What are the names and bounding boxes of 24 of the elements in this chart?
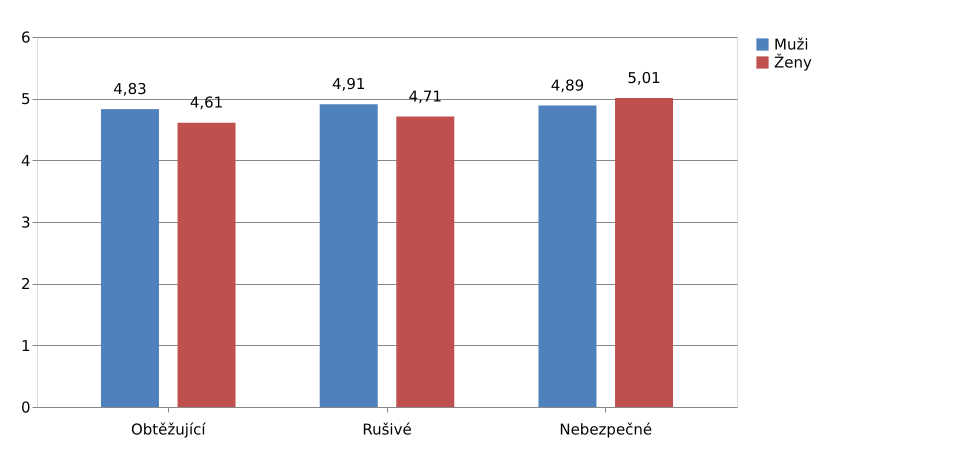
legend-label: Ženy xyxy=(774,54,812,72)
y-tick-label: 2 xyxy=(20,275,30,294)
bar xyxy=(178,122,236,407)
bar xyxy=(615,98,674,407)
data-label: 4,89 xyxy=(550,76,584,94)
y-tick-label: 5 xyxy=(20,90,30,108)
y-tick-label: 6 xyxy=(20,28,30,46)
data-label: 4,61 xyxy=(190,94,224,112)
y-tick-label: 1 xyxy=(20,336,30,355)
x-tick-label: Obtěžující xyxy=(130,420,206,438)
y-tick-label: 0 xyxy=(20,398,30,416)
bar xyxy=(100,109,159,407)
legend-label: Muži xyxy=(774,36,808,54)
data-label: 4,91 xyxy=(332,75,366,94)
y-tick-label: 4 xyxy=(20,152,30,170)
bar xyxy=(396,116,454,407)
data-label: 4,83 xyxy=(113,80,147,98)
data-label: 5,01 xyxy=(627,69,661,88)
bar xyxy=(320,104,378,407)
bar xyxy=(538,105,596,407)
x-tick-label: Rušivé xyxy=(362,420,412,438)
y-tick-label: 3 xyxy=(20,214,30,232)
data-label: 4,71 xyxy=(408,88,442,106)
x-tick-label: Nebezpečné xyxy=(559,420,652,438)
